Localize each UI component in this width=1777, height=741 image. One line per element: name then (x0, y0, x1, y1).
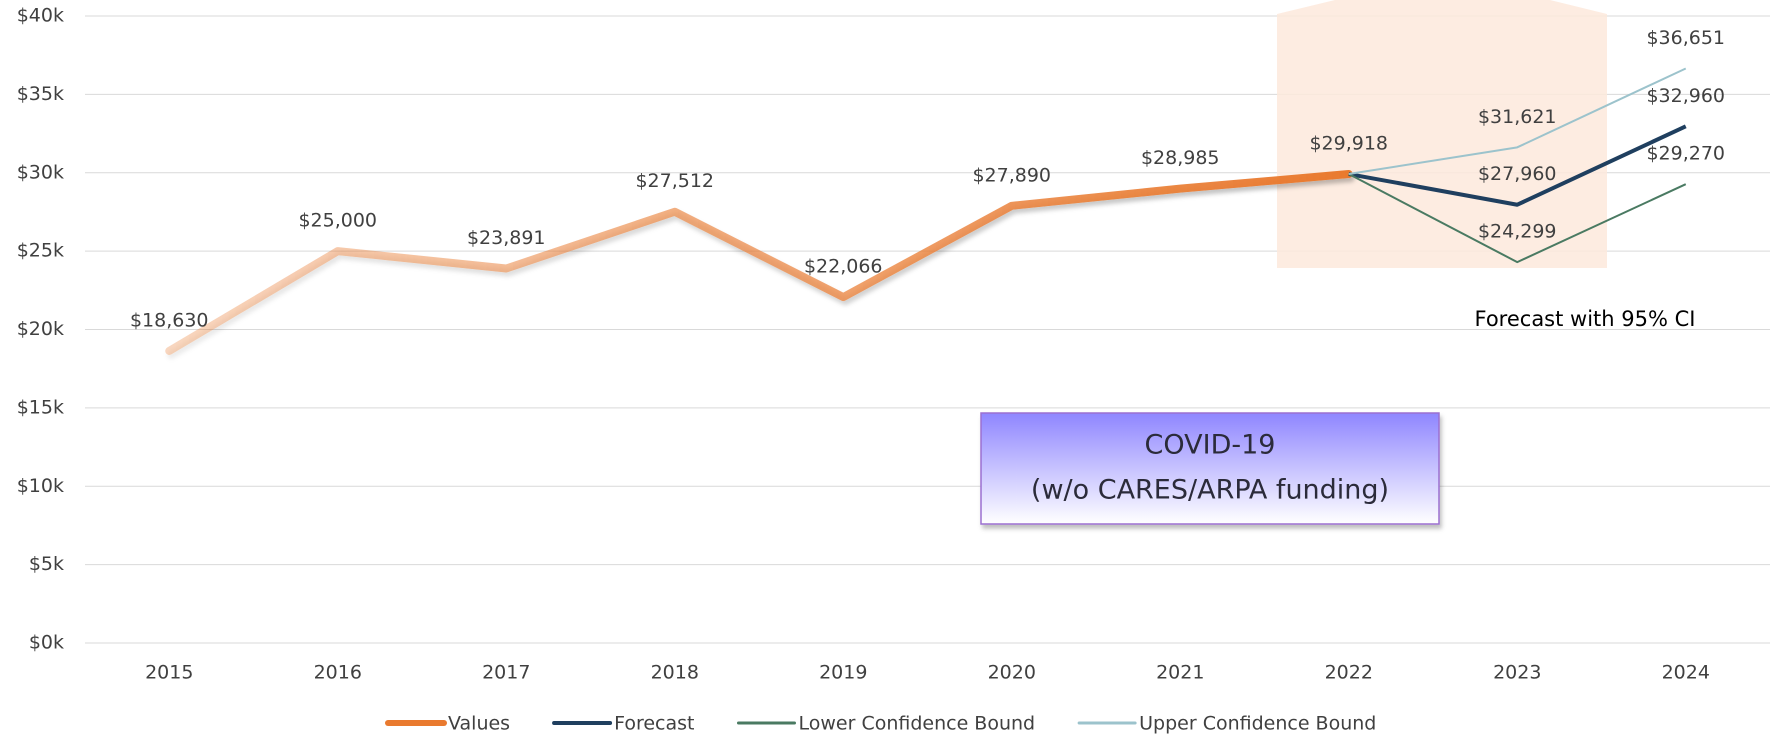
legend-label: Upper Confidence Bound (1139, 713, 1376, 735)
x-tick-label: 2020 (988, 662, 1036, 684)
legend-label: Values (448, 713, 510, 735)
data-label: $36,651 (1646, 27, 1725, 49)
legend-label: Lower Confidence Bound (798, 713, 1035, 735)
x-tick-label: 2016 (314, 662, 362, 684)
data-label: $29,270 (1646, 143, 1725, 165)
x-tick-label: 2015 (145, 662, 193, 684)
y-tick-label: $40k (17, 5, 64, 27)
y-tick-label: $0k (29, 632, 64, 654)
data-label: $22,066 (804, 256, 883, 278)
data-label: $28,985 (1141, 147, 1220, 169)
data-label: $32,960 (1646, 85, 1725, 107)
series-line (1348, 173, 1687, 264)
data-label: $27,890 (972, 164, 1051, 186)
y-tick-label: $5k (29, 553, 64, 575)
y-tick-label: $20k (17, 318, 64, 340)
grid: $0k $5k $10k $15k $20k $25k $30k $35k $40k 2015 20… (17, 5, 1770, 684)
annotation: Forecast with 95% CI (1475, 307, 1696, 331)
series-line (1348, 67, 1687, 176)
series-line (165, 170, 1353, 355)
x-tick-label: 2017 (482, 662, 530, 684)
data-label: $27,960 (1478, 163, 1557, 185)
x-tick-label: 2022 (1325, 662, 1373, 684)
lines (165, 67, 1687, 355)
data-label: $18,630 (130, 309, 209, 331)
data-label: $27,512 (635, 170, 714, 192)
x-tick-label: 2021 (1156, 662, 1204, 684)
data-label: $29,918 (1309, 133, 1388, 155)
x-tick-label: 2024 (1662, 662, 1710, 684)
data-label: $23,891 (467, 227, 546, 249)
data-label: $25,000 (298, 210, 377, 232)
data-label: $31,621 (1478, 106, 1557, 128)
labels: $18,630 $25,000 $23,891 $27,512 $22,066 $27,8… (130, 27, 1725, 331)
annotation-box (980, 412, 1440, 525)
x-tick-label: 2018 (651, 662, 699, 684)
y-tick-label: $25k (17, 240, 64, 262)
legend-label: Forecast (614, 713, 694, 735)
series-line (1348, 124, 1687, 207)
x-tick-label: 2019 (819, 662, 867, 684)
legend: Values Forecast Lower Confidence Bound Uppe… (385, 713, 1376, 735)
y-tick-label: $30k (17, 161, 64, 183)
y-tick-label: $15k (17, 396, 64, 418)
y-tick-label: $10k (17, 475, 64, 497)
data-label: $24,299 (1478, 221, 1557, 243)
x-tick-label: 2023 (1493, 662, 1541, 684)
annotation: COVID-19 (1145, 430, 1276, 461)
y-tick-label: $35k (17, 83, 64, 105)
annotation: (w/o CARES/ARPA funding) (1031, 475, 1389, 506)
